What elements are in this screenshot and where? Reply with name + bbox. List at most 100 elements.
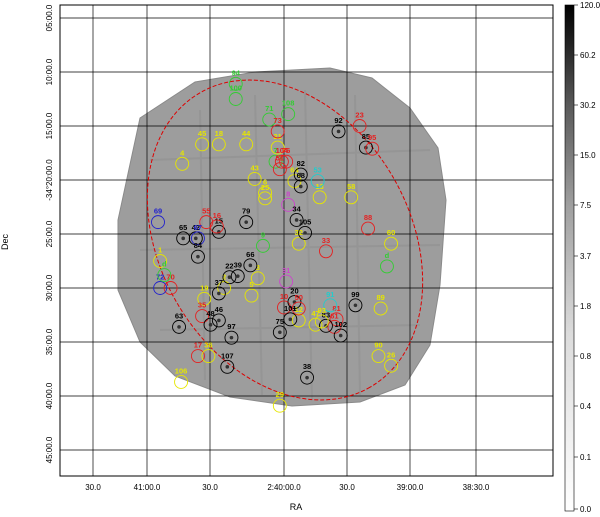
source-label: 61 xyxy=(330,311,338,320)
source-label: 55 xyxy=(202,207,210,216)
y-tick-label: 15:00.0 xyxy=(45,112,54,139)
source-label: 47 xyxy=(311,309,319,318)
source-label: 84 xyxy=(194,241,203,250)
colorbar-tick-label: 7.5 xyxy=(580,201,592,210)
source-core xyxy=(235,274,240,278)
source-label: 81 xyxy=(332,304,340,313)
source-core xyxy=(196,254,200,259)
source-circle xyxy=(365,141,380,156)
source-circle xyxy=(348,298,363,313)
source-circle xyxy=(371,349,386,363)
source-circle xyxy=(211,137,226,152)
source-circle xyxy=(333,328,348,343)
colorbar-tick-label: 0.4 xyxy=(580,402,592,411)
source-core xyxy=(194,236,198,241)
colorbar-tick-label: 60.2 xyxy=(580,51,596,60)
source-circle xyxy=(281,197,296,212)
colorbar-tick-label: 120.0 xyxy=(580,1,600,10)
y-tick-label: -34°20:00.0 xyxy=(45,159,54,201)
source-label: 37 xyxy=(215,278,223,287)
source-label: 94 xyxy=(232,68,241,77)
source-label: 46 xyxy=(215,305,223,314)
source-circle xyxy=(153,254,168,268)
source-label: 21 xyxy=(274,132,282,141)
x-tick-label: 30.0 xyxy=(339,483,355,492)
x-tick-label: 39:00.0 xyxy=(397,483,424,492)
source-circle xyxy=(211,313,226,328)
source-circle xyxy=(190,349,205,363)
source-label: 39 xyxy=(234,261,242,270)
source-label: 92 xyxy=(334,116,342,125)
source-label: 51 xyxy=(276,154,284,163)
y-tick-label: 10:00.0 xyxy=(45,58,54,85)
source-label: 72 xyxy=(156,273,164,282)
source-label: 31 xyxy=(282,266,290,275)
colorbar-ticks: 120.0 60.2 30.2 15.0 7.5 3.7 1.8 0.8 0.4 0.1 0.0 xyxy=(574,1,600,514)
source-label: 100 xyxy=(229,84,242,93)
source-region-ellipse xyxy=(146,79,424,401)
source-core xyxy=(336,129,341,134)
source-circle xyxy=(379,259,394,274)
source-circle xyxy=(230,269,245,284)
source-label: 16 xyxy=(213,211,221,220)
source-circle xyxy=(175,156,190,171)
source-label: 79 xyxy=(242,207,250,216)
source-label: 63 xyxy=(175,311,183,320)
colorbar xyxy=(564,4,575,512)
field-texture xyxy=(139,89,441,401)
colorbar-tick-label: 0.0 xyxy=(580,505,592,514)
source-label: 13 xyxy=(315,182,323,191)
source-label: 44 xyxy=(242,129,251,138)
source-circle xyxy=(258,186,273,200)
source-circle xyxy=(293,179,308,194)
source-circle xyxy=(344,190,359,205)
source-circle xyxy=(283,312,298,327)
source-circle xyxy=(329,312,344,327)
source-label: 8 xyxy=(286,189,290,198)
source-label: 10 xyxy=(280,292,288,301)
source-core xyxy=(288,317,293,322)
source-label: 76 xyxy=(282,146,290,155)
source-core xyxy=(298,172,303,177)
source-circle xyxy=(314,314,329,329)
source-label: 89 xyxy=(376,293,384,302)
source-circle xyxy=(270,124,285,139)
source-core xyxy=(181,236,185,241)
source-circle xyxy=(195,137,210,152)
source-core xyxy=(208,322,213,327)
source-label: 7 xyxy=(273,146,277,155)
source-label: 4 xyxy=(180,148,185,157)
source-label: 1 xyxy=(158,246,162,255)
source-label: 102 xyxy=(334,320,347,329)
y-tick-label: 45:00.0 xyxy=(45,436,54,463)
x-tick-label: 30.0 xyxy=(202,483,218,492)
source-label: 65 xyxy=(179,223,187,232)
source-label: 34 xyxy=(292,204,301,213)
source-circle xyxy=(258,191,273,206)
x-tick-label: 2:40:00.0 xyxy=(267,483,301,492)
source-label: 5 xyxy=(249,280,253,289)
source-circle xyxy=(319,244,333,259)
source-circle xyxy=(172,319,186,334)
source-label: 95 xyxy=(368,133,376,142)
source-label: 3 xyxy=(256,263,260,272)
y-axis: 05:00.0 10:00.0 15:00.0 -34°20:00.0 25:00.0 3… xyxy=(45,4,54,463)
source-circle xyxy=(281,107,296,122)
source-circle xyxy=(319,318,333,333)
source-circle xyxy=(163,281,178,295)
source-circle xyxy=(289,213,304,227)
source-circle xyxy=(272,325,287,340)
source-label: 107 xyxy=(221,351,234,360)
source-circle xyxy=(176,231,191,246)
source-label: 29 xyxy=(276,390,284,399)
source-circle xyxy=(274,154,289,169)
source-label: 104 xyxy=(276,146,289,155)
source-label: 69 xyxy=(154,207,162,216)
source-circle xyxy=(352,119,367,133)
source-label: 26 xyxy=(387,350,395,359)
colorbar-tick-label: 30.2 xyxy=(580,101,596,110)
source-label: 101 xyxy=(284,304,297,313)
source-label: 2 xyxy=(222,273,226,282)
source-circle xyxy=(293,167,308,182)
